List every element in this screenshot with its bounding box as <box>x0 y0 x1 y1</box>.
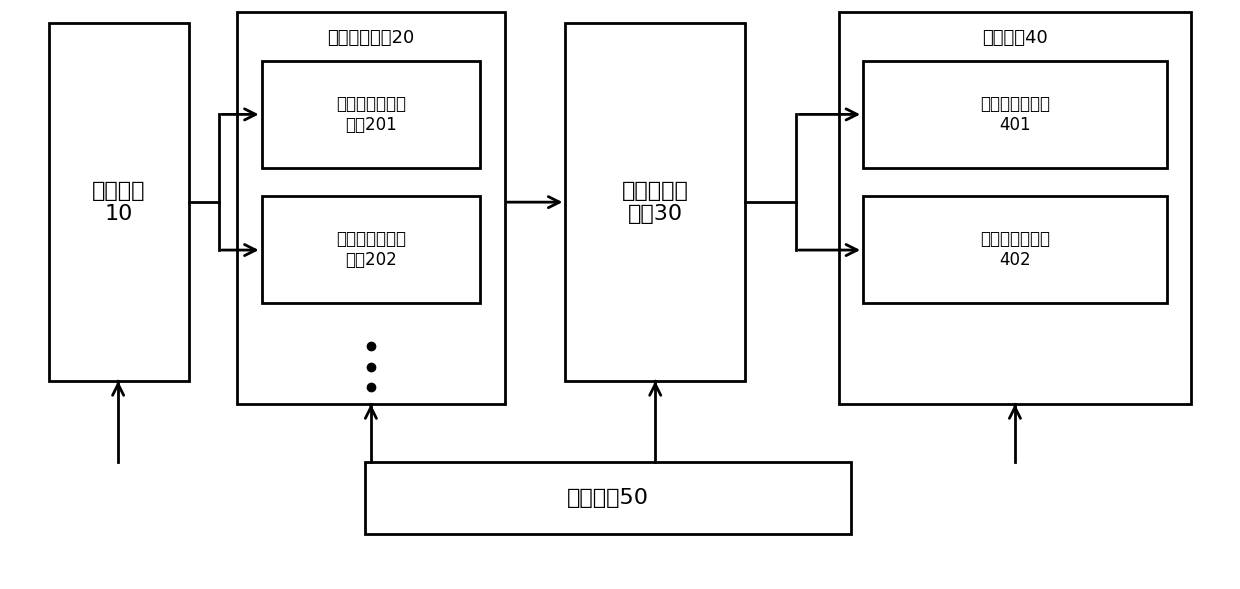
Bar <box>863 196 1167 303</box>
Text: 第一相位调节子
单元201: 第一相位调节子 单元201 <box>336 95 405 134</box>
Bar <box>838 12 1192 404</box>
Text: 相位调节单元20: 相位调节单元20 <box>327 29 414 47</box>
Text: 相位差补充
单元30: 相位差补充 单元30 <box>621 181 688 224</box>
Text: 第一合成子单元
401: 第一合成子单元 401 <box>980 95 1050 134</box>
Text: 第二相位调节子
单元202: 第二相位调节子 单元202 <box>336 230 405 269</box>
Bar <box>365 462 851 534</box>
Text: 第二合成子单元
402: 第二合成子单元 402 <box>980 230 1050 269</box>
Text: 分频单元
10: 分频单元 10 <box>92 181 145 224</box>
Text: 合成单元40: 合成单元40 <box>982 29 1048 47</box>
Bar <box>262 61 480 167</box>
Bar <box>48 23 188 381</box>
Text: 控制单元50: 控制单元50 <box>567 488 649 508</box>
Bar <box>262 196 480 303</box>
Bar <box>565 23 745 381</box>
Bar <box>237 12 505 404</box>
Bar <box>863 61 1167 167</box>
